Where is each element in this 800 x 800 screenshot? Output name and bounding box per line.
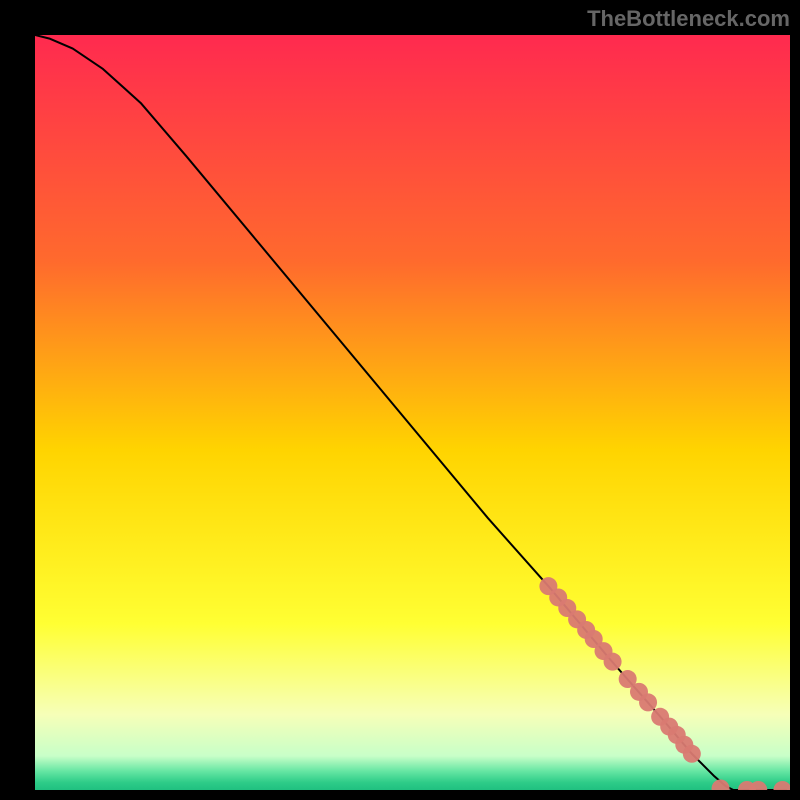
data-marker (749, 781, 767, 790)
chart-frame: TheBottleneck.com (0, 0, 800, 800)
data-marker (712, 779, 730, 790)
data-marker (683, 745, 701, 763)
chart-overlay (35, 35, 790, 790)
data-marker (639, 693, 657, 711)
curve-line (35, 35, 786, 790)
plot-area (35, 35, 790, 790)
watermark-text: TheBottleneck.com (587, 6, 790, 32)
data-marker (773, 781, 790, 790)
data-marker (604, 653, 622, 671)
